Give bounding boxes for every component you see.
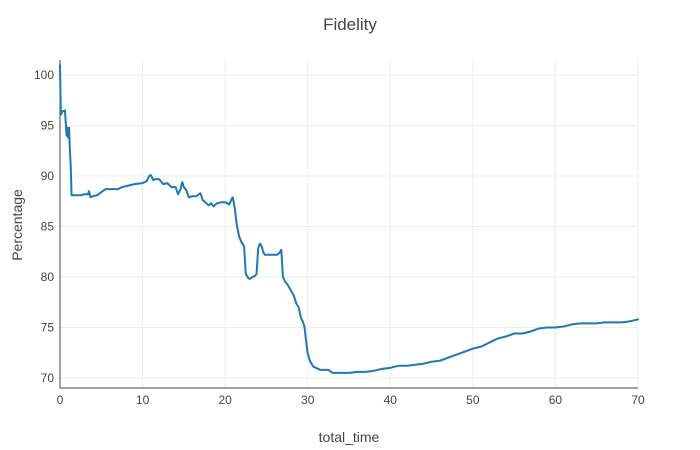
x-tick-label: 30	[301, 393, 315, 407]
x-tick-label: 60	[549, 393, 563, 407]
chart-title: Fidelity	[323, 15, 377, 34]
x-tick-label: 20	[218, 393, 232, 407]
labels-layer: Fidelity total_time Percentage	[9, 15, 380, 445]
y-tick-label: 85	[41, 220, 55, 234]
series-layer	[59, 64, 639, 374]
axes-layer: 0 10 20 30 40 50 60 70 70 75 80 85 90 95 100	[34, 60, 645, 407]
series-line	[59, 64, 639, 374]
y-tick-label: 80	[41, 270, 55, 284]
x-tick-label: 10	[136, 393, 150, 407]
x-tick-label: 0	[57, 393, 64, 407]
y-tick-label: 70	[41, 371, 55, 385]
x-tick-label: 40	[384, 393, 398, 407]
y-tick-label: 100	[34, 68, 54, 82]
x-axis-title: total_time	[319, 429, 380, 445]
y-axis-title: Percentage	[9, 189, 25, 261]
y-tick-label: 90	[41, 169, 55, 183]
grid-layer	[59, 60, 639, 388]
x-tick-label: 70	[631, 393, 645, 407]
y-tick-label: 95	[41, 119, 55, 133]
y-tick-label: 75	[41, 320, 55, 334]
x-tick-label: 50	[466, 393, 480, 407]
